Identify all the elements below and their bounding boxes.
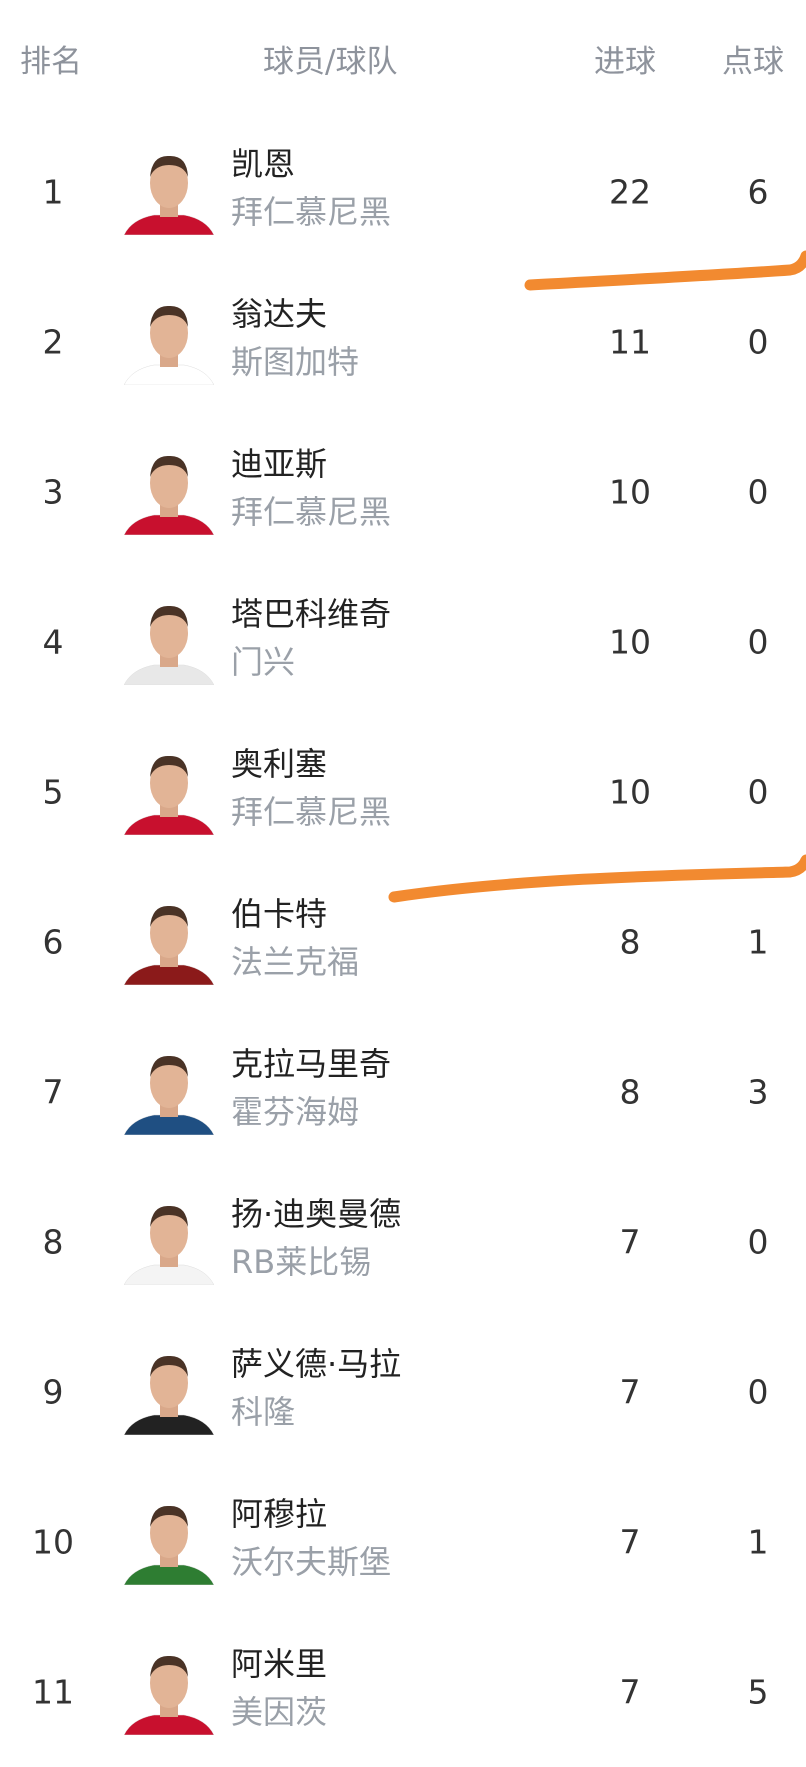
player-name[interactable]: 翁达夫 — [231, 295, 328, 333]
table-row[interactable]: 1 凯恩 拜仁慕尼黑 22 6 — [0, 117, 806, 267]
table-row[interactable]: 4 塔巴科维奇 门兴 10 0 — [0, 567, 806, 717]
goals-value: 10 — [609, 622, 651, 662]
penalties-value: 5 — [747, 1672, 769, 1712]
team-name[interactable]: 科隆 — [231, 1393, 296, 1431]
player-avatar — [124, 905, 214, 985]
table-row[interactable]: 2 翁达夫 斯图加特 11 0 — [0, 267, 806, 417]
player-name[interactable]: 凯恩 — [231, 145, 296, 183]
player-name[interactable]: 克拉马里奇 — [231, 1045, 392, 1083]
table-row[interactable]: 6 伯卡特 法兰克福 8 1 — [0, 867, 806, 1017]
player-avatar — [124, 1205, 214, 1285]
team-name[interactable]: 沃尔夫斯堡 — [231, 1543, 392, 1581]
team-name[interactable]: 拜仁慕尼黑 — [231, 493, 392, 531]
rank: 4 — [42, 622, 64, 662]
goals-value: 7 — [619, 1522, 641, 1562]
player-avatar — [124, 455, 214, 535]
goals-value: 8 — [619, 922, 641, 962]
rank: 2 — [42, 322, 64, 362]
penalties-value: 3 — [747, 1072, 769, 1112]
goals-value: 7 — [619, 1222, 641, 1262]
player-name[interactable]: 阿穆拉 — [231, 1495, 328, 1533]
player-avatar — [124, 1355, 214, 1435]
player-avatar — [124, 1505, 214, 1585]
player-avatar — [124, 605, 214, 685]
table-row[interactable]: 10 阿穆拉 沃尔夫斯堡 7 1 — [0, 1467, 806, 1617]
rank: 1 — [42, 172, 64, 212]
rank: 9 — [42, 1372, 64, 1412]
rank: 11 — [32, 1672, 74, 1712]
penalties-value: 0 — [747, 1372, 769, 1412]
player-avatar — [124, 755, 214, 835]
team-name[interactable]: 拜仁慕尼黑 — [231, 793, 392, 831]
player-name[interactable]: 萨义德·马拉 — [231, 1345, 402, 1383]
table-row[interactable]: 7 克拉马里奇 霍芬海姆 8 3 — [0, 1017, 806, 1167]
team-name[interactable]: 美因茨 — [231, 1693, 328, 1731]
rank: 6 — [42, 922, 64, 962]
rank: 8 — [42, 1222, 64, 1262]
player-name[interactable]: 扬·迪奥曼德 — [231, 1195, 402, 1233]
penalties-value: 0 — [747, 1222, 769, 1262]
team-name[interactable]: 门兴 — [231, 643, 296, 681]
player-name[interactable]: 塔巴科维奇 — [231, 595, 392, 633]
table-row[interactable]: 9 萨义德·马拉 科隆 7 0 — [0, 1317, 806, 1467]
penalties-value: 0 — [747, 322, 769, 362]
header-player-team: 球员/球队 — [263, 44, 398, 80]
table-row[interactable]: 3 迪亚斯 拜仁慕尼黑 10 0 — [0, 417, 806, 567]
penalties-value: 1 — [747, 1522, 769, 1562]
penalties-value: 0 — [747, 772, 769, 812]
header-goals[interactable]: 进球 — [594, 44, 656, 80]
header-penalties[interactable]: 点球 — [722, 44, 784, 80]
team-name[interactable]: 拜仁慕尼黑 — [231, 193, 392, 231]
rank: 5 — [42, 772, 64, 812]
player-name[interactable]: 阿米里 — [231, 1645, 328, 1683]
header-rank: 排名 — [20, 44, 82, 80]
player-avatar — [124, 1055, 214, 1135]
rank: 10 — [32, 1522, 74, 1562]
penalties-value: 0 — [747, 622, 769, 662]
goals-value: 22 — [609, 172, 651, 212]
table-row[interactable]: 8 扬·迪奥曼德 RB莱比锡 7 0 — [0, 1167, 806, 1317]
team-name[interactable]: 斯图加特 — [231, 343, 360, 381]
goals-value: 7 — [619, 1672, 641, 1712]
table-row[interactable]: 11 阿米里 美因茨 7 5 — [0, 1617, 806, 1767]
team-name[interactable]: 法兰克福 — [231, 943, 360, 981]
player-name[interactable]: 伯卡特 — [231, 895, 328, 933]
team-name[interactable]: 霍芬海姆 — [231, 1093, 360, 1131]
penalties-value: 1 — [747, 922, 769, 962]
goals-value: 8 — [619, 1072, 641, 1112]
rank: 7 — [42, 1072, 64, 1112]
penalties-value: 0 — [747, 472, 769, 512]
player-name[interactable]: 奥利塞 — [231, 745, 328, 783]
goals-value: 10 — [609, 472, 651, 512]
penalties-value: 6 — [747, 172, 769, 212]
player-name[interactable]: 迪亚斯 — [231, 445, 328, 483]
rank: 3 — [42, 472, 64, 512]
player-avatar — [124, 155, 214, 235]
goals-value: 7 — [619, 1372, 641, 1412]
goals-value: 10 — [609, 772, 651, 812]
goals-value: 11 — [609, 322, 651, 362]
table-row[interactable]: 5 奥利塞 拜仁慕尼黑 10 0 — [0, 717, 806, 867]
team-name[interactable]: RB莱比锡 — [231, 1243, 372, 1281]
player-avatar — [124, 305, 214, 385]
